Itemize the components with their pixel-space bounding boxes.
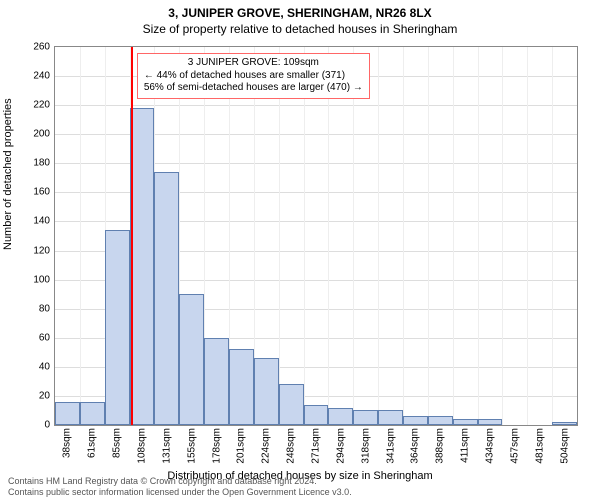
y-tick-label: 80: [39, 303, 50, 314]
histogram-bar: [304, 405, 329, 425]
x-tick-label: 201sqm: [236, 428, 247, 464]
histogram-bar: [130, 108, 155, 425]
histogram-bar: [229, 349, 254, 425]
x-tick-label: 38sqm: [62, 428, 73, 458]
x-tick-label: 294sqm: [335, 428, 346, 464]
histogram-bar: [179, 294, 204, 425]
gridline-vertical: [428, 47, 429, 425]
histogram-bar: [55, 402, 80, 425]
gridline-vertical: [527, 47, 528, 425]
x-tick-label: 364sqm: [410, 428, 421, 464]
y-tick-label: 0: [44, 420, 50, 431]
x-tick-label: 457sqm: [509, 428, 520, 464]
x-tick-label: 131sqm: [161, 428, 172, 464]
x-tick-label: 434sqm: [485, 428, 496, 464]
plot-area: 02040608010012014016018020022024026038sq…: [54, 46, 578, 426]
chart-sub-title: Size of property relative to detached ho…: [0, 20, 600, 36]
gridline-vertical: [453, 47, 454, 425]
annotation-line: 56% of semi-detached houses are larger (…: [144, 82, 363, 95]
annotation-line: 3 JUNIPER GROVE: 109sqm: [144, 57, 363, 70]
annotation-box: 3 JUNIPER GROVE: 109sqm← 44% of detached…: [137, 53, 370, 99]
attribution-block: Contains HM Land Registry data © Crown c…: [8, 476, 352, 498]
histogram-bar: [453, 419, 478, 425]
histogram-bar: [328, 408, 353, 425]
gridline-vertical: [353, 47, 354, 425]
gridline-vertical: [502, 47, 503, 425]
y-tick-label: 100: [33, 274, 50, 285]
x-tick-label: 481sqm: [534, 428, 545, 464]
histogram-bar: [403, 416, 428, 425]
chart-main-title: 3, JUNIPER GROVE, SHERINGHAM, NR26 8LX: [0, 0, 600, 20]
x-tick-label: 224sqm: [261, 428, 272, 464]
x-tick-label: 271sqm: [311, 428, 322, 464]
gridline-vertical: [552, 47, 553, 425]
histogram-bar: [478, 419, 503, 425]
histogram-bar: [378, 410, 403, 425]
histogram-bar: [80, 402, 105, 425]
annotation-line: ← 44% of detached houses are smaller (37…: [144, 70, 363, 83]
gridline-vertical: [304, 47, 305, 425]
y-tick-label: 260: [33, 42, 50, 53]
gridline-horizontal: [55, 105, 577, 106]
y-tick-label: 120: [33, 245, 50, 256]
y-tick-label: 220: [33, 100, 50, 111]
x-tick-label: 318sqm: [360, 428, 371, 464]
y-tick-label: 60: [39, 332, 50, 343]
y-tick-label: 160: [33, 187, 50, 198]
y-tick-label: 20: [39, 390, 50, 401]
histogram-bar: [204, 338, 229, 425]
gridline-vertical: [403, 47, 404, 425]
gridline-vertical: [80, 47, 81, 425]
y-tick-label: 240: [33, 71, 50, 82]
y-tick-label: 180: [33, 158, 50, 169]
y-tick-label: 140: [33, 216, 50, 227]
histogram-bar: [279, 384, 304, 425]
histogram-bar: [105, 230, 130, 425]
x-tick-label: 248sqm: [286, 428, 297, 464]
x-tick-label: 341sqm: [385, 428, 396, 464]
y-tick-label: 200: [33, 129, 50, 140]
chart-container: 3, JUNIPER GROVE, SHERINGHAM, NR26 8LX S…: [0, 0, 600, 500]
y-tick-label: 40: [39, 361, 50, 372]
x-tick-label: 411sqm: [460, 428, 471, 463]
attribution-line: Contains HM Land Registry data © Crown c…: [8, 476, 352, 487]
x-tick-label: 178sqm: [211, 428, 222, 464]
x-tick-label: 61sqm: [87, 428, 98, 458]
histogram-bar: [353, 410, 378, 425]
histogram-bar: [552, 422, 577, 425]
gridline-vertical: [478, 47, 479, 425]
x-tick-label: 388sqm: [435, 428, 446, 464]
histogram-bar: [254, 358, 279, 425]
y-axis-label: Number of detached properties: [2, 98, 14, 250]
y-axis-label-text: Number of detached properties: [2, 98, 14, 250]
gridline-vertical: [378, 47, 379, 425]
marker-line: [131, 47, 133, 425]
attribution-line: Contains public sector information licen…: [8, 487, 352, 498]
histogram-bar: [154, 172, 179, 425]
x-tick-label: 504sqm: [559, 428, 570, 464]
x-tick-label: 155sqm: [186, 428, 197, 464]
x-tick-label: 108sqm: [137, 428, 148, 464]
histogram-bar: [428, 416, 453, 425]
x-tick-label: 85sqm: [112, 428, 123, 458]
gridline-vertical: [328, 47, 329, 425]
gridline-vertical: [279, 47, 280, 425]
